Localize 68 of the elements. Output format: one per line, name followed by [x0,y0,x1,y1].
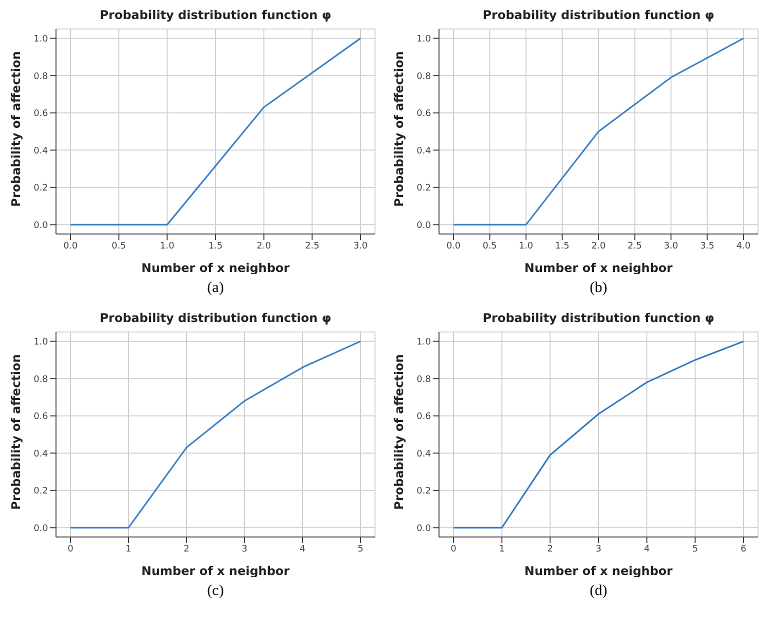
y-tick-label: 0.4 [416,449,432,460]
y-tick-label: 0.6 [34,412,48,422]
x-tick-label: 3.0 [353,241,368,252]
x-tick-label: 1.5 [208,241,223,252]
y-tick-label: 0.0 [34,524,48,534]
x-tick-label: 3.5 [700,241,714,252]
x-tick-label: 0.5 [482,241,497,252]
text: (c) [206,583,224,600]
x-tick-label: 5 [692,544,698,554]
chart-title: Probability distribution function φ [482,311,714,327]
x-tick-label: 3 [242,544,248,554]
x-tick-label: 0.5 [112,241,126,252]
y-tick-label: 0.6 [416,109,432,120]
y-tick-label: 0.8 [34,374,48,385]
y-axis-title: Probability of affection [9,354,24,510]
text: (b) [588,280,608,297]
y-axis-title: Probability of affection [392,354,406,510]
x-tick-label: 0 [68,544,74,554]
y-tick-label: 0.6 [416,412,432,422]
y-tick-label: 0.2 [416,486,431,497]
y-tick-label: 0.4 [34,449,48,460]
y-tick-label: 0.2 [34,486,48,497]
y-tick-label: 0.4 [34,146,48,156]
x-tick-label: 1 [498,544,505,554]
x-tick-label: 2.5 [305,241,320,252]
x-tick-label: 3 [596,544,602,554]
y-tick-label: 1.0 [416,34,432,45]
x-tick-label: 1 [126,544,132,554]
text: (d) [588,583,608,600]
x-tick-label: 2.0 [591,241,606,252]
line-series [452,340,744,528]
chart-title: Probability distribution function φ [482,8,714,24]
y-tick-label: 1.0 [34,338,48,348]
x-tick-label: 3.0 [664,241,678,252]
y-tick-label: 0.0 [416,220,432,231]
y-tick-label: 0.8 [416,374,432,385]
y-axis-title: Probability of affection [9,51,24,207]
text: (a) [206,280,224,297]
y-tick-label: 0.2 [416,184,431,194]
x-tick-label: 0.0 [63,241,78,252]
y-tick-label: 0.8 [34,72,48,82]
line-series [452,38,744,226]
line-series [70,340,362,528]
x-tick-label: 4 [300,544,306,554]
x-tick-label: 1.0 [518,241,534,252]
y-tick-label: 0.4 [416,146,432,156]
y-axis-title: Probability of affection [392,51,406,207]
x-tick-label: 4.0 [736,241,751,252]
chart-title: Probability distribution function φ [98,311,332,327]
x-tick-label: 2.0 [256,241,272,252]
y-tick-label: 0.0 [34,220,48,231]
x-tick-label: 0 [450,544,457,554]
chart-title: Probability distribution function φ [98,8,332,24]
x-tick-label: 2.5 [628,241,642,252]
y-tick-label: 0.2 [34,184,48,194]
x-tick-label: 4 [644,544,650,554]
y-tick-label: 0.8 [416,72,432,82]
x-tick-label: 0.0 [446,241,461,252]
y-tick-label: 1.0 [416,338,432,348]
x-tick-label: 2 [184,544,190,554]
x-tick-label: 6 [740,544,747,554]
x-tick-label: 1.0 [160,241,175,252]
y-tick-label: 1.0 [34,34,48,45]
y-tick-label: 0.0 [416,524,432,534]
x-tick-label: 2 [547,544,554,554]
x-tick-label: 5 [358,544,364,554]
y-tick-label: 0.6 [34,109,48,120]
x-tick-label: 1.5 [555,241,570,252]
